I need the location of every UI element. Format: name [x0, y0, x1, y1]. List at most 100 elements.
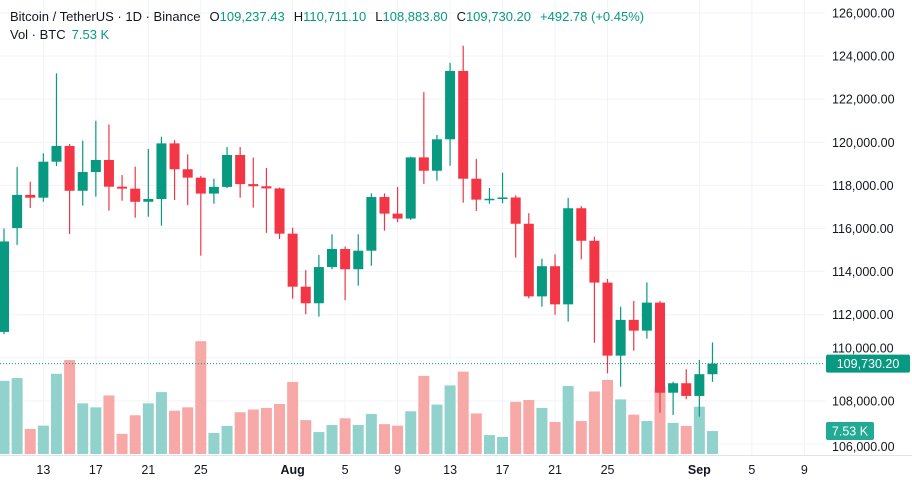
- candle-body: [169, 143, 180, 170]
- volume-bar: [234, 412, 246, 454]
- x-tick-label: 17: [89, 463, 103, 477]
- volume-bar: [142, 403, 154, 454]
- y-tick-label: 122,000.00: [832, 93, 895, 107]
- x-tick-label: 5: [748, 463, 755, 477]
- candle-body: [222, 155, 233, 187]
- candle-body: [248, 184, 259, 187]
- volume-bar: [0, 380, 10, 454]
- candle-body: [510, 197, 521, 224]
- candle-body: [668, 383, 679, 393]
- volume-bar: [247, 409, 259, 454]
- candle-body: [353, 250, 364, 270]
- candle-body: [694, 374, 705, 396]
- candle-body: [379, 197, 390, 214]
- volume-bar: [470, 413, 482, 454]
- volume-bar: [549, 421, 561, 454]
- volume-bar: [313, 432, 325, 454]
- candle-body: [90, 159, 101, 173]
- x-tick-label: 17: [496, 463, 510, 477]
- close-label: C: [456, 9, 466, 24]
- candle-body: [615, 319, 626, 356]
- volume-bar: [208, 432, 220, 454]
- volume-title[interactable]: Vol · BTC: [10, 27, 66, 42]
- volume-bar: [339, 418, 351, 454]
- candle-body: [0, 241, 9, 332]
- low-value: 108,883.80: [382, 9, 448, 24]
- x-tick-label: 9: [394, 463, 401, 477]
- volume-bar: [588, 391, 600, 454]
- candle-body: [300, 286, 311, 304]
- symbol-title[interactable]: Bitcoin / TetherUS · 1D · Binance: [10, 9, 201, 24]
- candle-body: [261, 186, 272, 189]
- x-tick-label: 13: [443, 463, 457, 477]
- y-tick-label: 124,000.00: [832, 50, 895, 64]
- volume-bar: [24, 428, 36, 454]
- y-tick-label: 112,000.00: [832, 308, 894, 322]
- volume-bar: [680, 425, 692, 454]
- change-value: +492.78 (+0.45%): [540, 9, 645, 24]
- candle-body: [64, 145, 75, 191]
- volume-badge: [826, 422, 874, 441]
- volume-bar: [77, 403, 89, 454]
- high-value: 110,711.10: [303, 9, 367, 24]
- volume-bar: [300, 420, 312, 454]
- volume-bar: [562, 385, 574, 454]
- volume-bar: [510, 401, 522, 454]
- candle-body: [563, 208, 574, 305]
- volume-bar: [405, 411, 417, 454]
- y-tick-label: 126,000.00: [832, 7, 895, 21]
- open-label: O: [209, 9, 220, 24]
- candle-body: [103, 159, 114, 187]
- y-tick-label: 108,000.00: [832, 394, 895, 408]
- candle-body: [536, 266, 547, 297]
- volume-bar: [392, 425, 404, 454]
- chart-legend: Bitcoin / TetherUS · 1D · Binance O 109,2…: [10, 8, 644, 44]
- volume-bar: [378, 424, 390, 454]
- volume-bar: [260, 407, 272, 454]
- volume-bar: [706, 431, 718, 454]
- volume-bar: [615, 399, 627, 454]
- volume-bar: [103, 395, 115, 454]
- candle-body: [156, 143, 167, 199]
- candle-body: [77, 172, 88, 191]
- candle-body: [484, 198, 495, 201]
- volume-bar: [221, 425, 233, 454]
- candle-body: [274, 188, 285, 234]
- high-label: H: [293, 9, 304, 24]
- close-value: 109,730.20: [465, 9, 532, 24]
- y-tick-label: 120,000.00: [832, 136, 895, 150]
- candle-body: [117, 186, 128, 189]
- volume-bar: [641, 421, 653, 454]
- candle-body: [641, 302, 652, 331]
- volume-bar: [457, 371, 469, 454]
- candle-body: [327, 248, 337, 268]
- candle-body: [550, 266, 561, 305]
- volume-badge-label: 7.53 K: [832, 425, 869, 439]
- candle-body: [287, 233, 298, 287]
- volume-bar: [11, 378, 23, 454]
- x-tick-label: 13: [36, 463, 50, 477]
- x-tick-label: 5: [342, 463, 349, 477]
- volume-bar: [352, 425, 364, 454]
- candle-body: [12, 194, 23, 229]
- x-tick-label: 25: [601, 463, 615, 477]
- volume-bar: [654, 387, 666, 454]
- volume-bar: [90, 407, 102, 454]
- volume-legend-row: Vol · BTC 7.53 K: [10, 26, 644, 44]
- candle-body: [235, 155, 246, 185]
- y-tick-label: 106,000.00: [832, 440, 895, 454]
- volume-bar: [287, 382, 299, 454]
- volume-bar: [628, 414, 640, 454]
- volume-bar: [693, 406, 705, 454]
- volume-bar: [444, 385, 456, 454]
- y-tick-label: 118,000.00: [832, 179, 894, 193]
- candle-body: [208, 186, 219, 194]
- volume-bar: [431, 404, 443, 454]
- y-tick-label: 114,000.00: [832, 265, 894, 279]
- candle-body: [313, 267, 324, 304]
- x-tick-label: 21: [141, 463, 155, 477]
- ohlc-legend-row: Bitcoin / TetherUS · 1D · Binance O 109,2…: [10, 8, 644, 26]
- candle-body: [628, 319, 639, 331]
- candle-body: [392, 213, 403, 219]
